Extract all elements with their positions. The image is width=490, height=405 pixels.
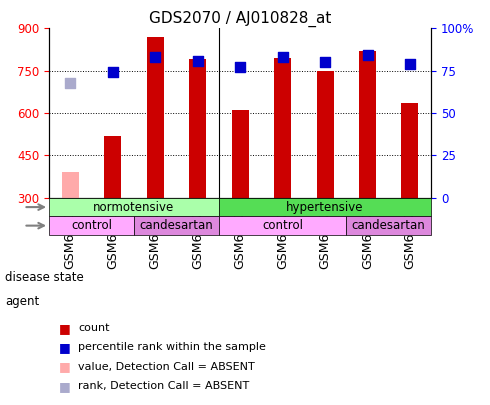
Point bbox=[66, 79, 74, 86]
Text: ■: ■ bbox=[59, 341, 71, 354]
FancyBboxPatch shape bbox=[346, 216, 431, 235]
Text: percentile rank within the sample: percentile rank within the sample bbox=[78, 343, 266, 352]
Bar bbox=[274, 58, 291, 198]
Text: count: count bbox=[78, 323, 110, 333]
Point bbox=[236, 64, 244, 70]
Point bbox=[321, 59, 329, 66]
Text: hypertensive: hypertensive bbox=[286, 200, 364, 213]
Bar bbox=[359, 51, 376, 198]
Bar bbox=[189, 60, 206, 198]
FancyBboxPatch shape bbox=[219, 198, 431, 216]
Text: ■: ■ bbox=[59, 322, 71, 335]
Bar bbox=[104, 136, 121, 198]
Point bbox=[279, 54, 287, 60]
Text: rank, Detection Call = ABSENT: rank, Detection Call = ABSENT bbox=[78, 382, 249, 391]
FancyBboxPatch shape bbox=[134, 216, 219, 235]
FancyBboxPatch shape bbox=[49, 216, 134, 235]
Bar bbox=[147, 37, 164, 198]
Text: normotensive: normotensive bbox=[93, 200, 174, 213]
Text: control: control bbox=[262, 219, 303, 232]
Bar bbox=[317, 71, 334, 198]
Text: agent: agent bbox=[5, 295, 39, 308]
Bar bbox=[232, 110, 248, 198]
FancyBboxPatch shape bbox=[49, 198, 219, 216]
Point bbox=[151, 54, 159, 60]
Text: disease state: disease state bbox=[5, 271, 84, 284]
Point bbox=[194, 58, 201, 64]
Text: value, Detection Call = ABSENT: value, Detection Call = ABSENT bbox=[78, 362, 255, 372]
Text: control: control bbox=[71, 219, 112, 232]
Text: candesartan: candesartan bbox=[140, 219, 213, 232]
Point bbox=[109, 69, 117, 76]
Text: ■: ■ bbox=[59, 360, 71, 373]
Text: candesartan: candesartan bbox=[352, 219, 426, 232]
Text: ■: ■ bbox=[59, 380, 71, 393]
Point bbox=[406, 61, 414, 67]
Bar bbox=[62, 173, 79, 198]
FancyBboxPatch shape bbox=[219, 216, 346, 235]
Bar bbox=[401, 103, 418, 198]
Point bbox=[364, 52, 371, 59]
Title: GDS2070 / AJ010828_at: GDS2070 / AJ010828_at bbox=[149, 11, 331, 27]
